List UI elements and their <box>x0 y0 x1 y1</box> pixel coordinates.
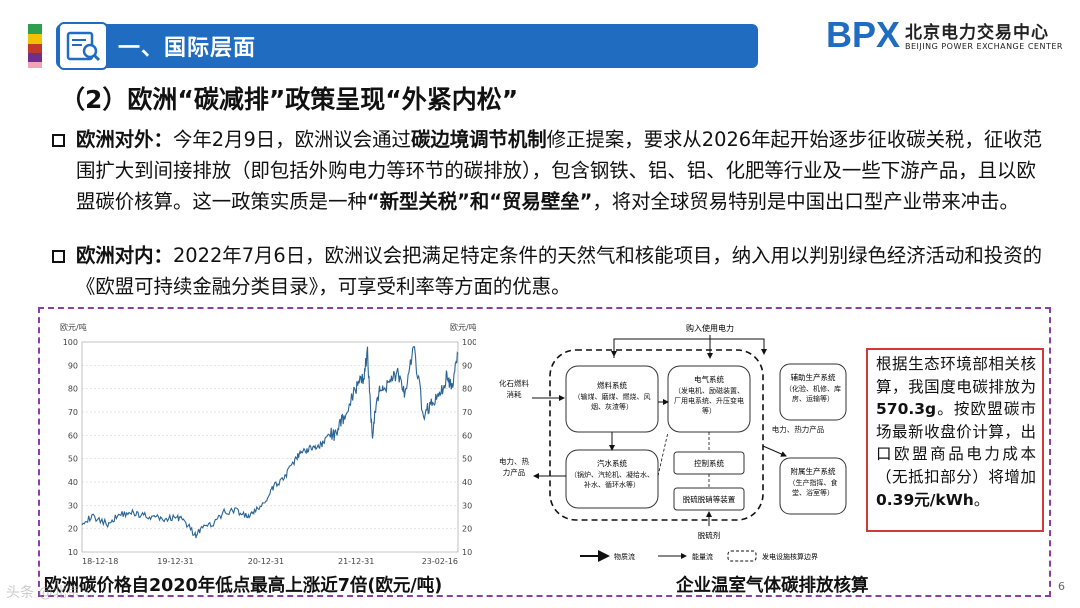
y-tick-label-right: 100 <box>462 338 476 347</box>
color-strip-4 <box>28 53 42 62</box>
legend-material-label: 物质流 <box>614 552 635 561</box>
document-search-icon <box>58 22 108 70</box>
fossil-fuel-label: 化石燃料消耗 <box>499 379 529 399</box>
emission-note-box: 根据生态环境部相关核算，我国度电碳排放为 570.3g。按欧盟碳市场最新收盘价计算… <box>866 348 1044 532</box>
emission-accounting-diagram: 购入使用电力 燃料系统 （输煤、磨煤、燃烧、风烟、灰渣等） 电气系统 （发电机、… <box>499 323 847 562</box>
bpx-logo: BPX <box>826 14 902 56</box>
fuel-system-title: 燃料系统 <box>597 380 627 390</box>
desulfurization-title: 脱硫脱硝等装置 <box>683 494 736 504</box>
electric-system-title: 电气系统 <box>694 374 724 384</box>
note-text-2: 。按欧盟碳市场最新收盘价计算，出口欧盟商品电力成本（无抵扣部分）将增加 <box>876 400 1036 486</box>
desulfurization-box <box>673 487 745 511</box>
electric-system-desc: （发电机、励磁装置、厂用电系统、升压变电等） <box>674 387 744 415</box>
left-unit-label: 欧元/吨 <box>60 322 87 332</box>
y-tick-label-right: 40 <box>462 478 472 487</box>
x-tick-label: 23-02-16 <box>422 557 458 566</box>
watermark: 头条 @北京... <box>6 585 94 601</box>
series-line <box>81 346 459 539</box>
x-tick-label: 18-12-18 <box>82 557 118 566</box>
x-tick-label: 20-12-31 <box>248 557 284 566</box>
control-system-title: 控制系统 <box>694 458 724 468</box>
note-bold-1: 570.3g <box>876 400 937 419</box>
chart-caption: 欧洲碳价格自2020年低点最高上涨近7倍(欧元/吨) <box>44 576 443 596</box>
auxiliary-system-title: 辅助生产系统 <box>791 372 836 382</box>
color-strip-5 <box>28 62 42 68</box>
logo-chinese-name: 北京电力交易中心 <box>905 23 1049 43</box>
logo-mark-text: BPX <box>826 16 900 52</box>
legend-energy-label: 能量流 <box>692 552 713 561</box>
logo-english-name: BEIJING POWER EXCHANGE CENTER <box>905 42 1063 51</box>
y-tick-label-right: 70 <box>462 408 472 417</box>
para1-bold-1: 碳边境调节机制 <box>410 128 547 151</box>
note-text-1: 根据生态环境部相关核算，我国度电碳排放为 <box>876 355 1036 396</box>
right-unit-label: 欧元/吨 <box>450 322 476 332</box>
y-tick-label-left: 30 <box>68 501 78 510</box>
affiliated-system-title: 附属生产系统 <box>791 466 836 476</box>
paragraph-internal-policy: 欧洲对内：2022年7月6日，欧洲议会把满足特定条件的天然气和核能项目，纳入用以… <box>76 240 1052 302</box>
y-tick-label-right: 90 <box>462 361 472 370</box>
y-tick-label-left: 60 <box>68 431 78 440</box>
y-tick-label-left: 10 <box>68 548 78 557</box>
para1-text-1: 今年2月9日，欧洲议会通过 <box>172 128 411 151</box>
y-tick-label-right: 80 <box>462 385 472 394</box>
y-tick-label-left: 100 <box>63 338 78 347</box>
steam-system-desc: （锅炉、汽轮机、凝给水、补水、循环水等） <box>570 471 654 489</box>
para2-label: 欧洲对内： <box>76 244 173 267</box>
para1-text-3: ，将对全球贸易特别是中国出口型产业带来冲击。 <box>592 190 1019 213</box>
y-tick-label-left: 80 <box>68 385 78 394</box>
desulfurizer-label: 脱硫剂 <box>698 530 721 540</box>
color-strip-2 <box>28 34 42 44</box>
para1-bold-2: “新型关税”和“贸易壁垒” <box>366 190 593 213</box>
y-tick-label-left: 20 <box>68 525 78 534</box>
y-tick-label-right: 60 <box>462 431 472 440</box>
page-subtitle: （2）欧洲“碳减排”政策呈现“外紧内松” <box>60 85 519 114</box>
color-strip-1 <box>28 24 42 34</box>
mid-output-label: 电力、热力产品 <box>771 425 825 434</box>
x-tick-label: 19-12-31 <box>157 557 193 566</box>
y-tick-label-right: 30 <box>462 501 472 510</box>
y-tick-label-right: 20 <box>462 525 472 534</box>
y-tick-label-left: 90 <box>68 361 78 370</box>
para1-label: 欧洲对外： <box>76 128 173 151</box>
color-strip-3 <box>28 44 42 53</box>
page-number: 6 <box>1058 580 1065 593</box>
accounting-boundary <box>549 349 764 521</box>
bullet-square-icon <box>52 134 65 147</box>
y-tick-label-right: 50 <box>462 455 472 464</box>
paragraph-external-policy: 欧洲对外：今年2月9日，欧洲议会通过碳边境调节机制修正提案，要求从2026年起开… <box>76 124 1052 217</box>
section-title: 一、国际层面 <box>118 36 257 61</box>
para2-text: 2022年7月6日，欧洲议会把满足特定条件的天然气和核能项目，纳入用以判别绿色经… <box>76 244 1042 298</box>
y-tick-label-left: 50 <box>68 455 78 464</box>
top-input-label: 购入使用电力 <box>686 323 734 333</box>
x-tick-label: 21-12-31 <box>338 557 374 566</box>
legend-boundary-label: 发电设施核算边界 <box>762 552 818 561</box>
diagram-caption: 企业温室气体碳排放核算 <box>676 576 869 596</box>
note-text-3: 。 <box>973 490 990 509</box>
section-header-bar <box>56 24 758 68</box>
carbon-price-chart: 10 10 20 20 30 30 40 40 50 50 60 60 70 70 80 80 90 90 100 1… <box>60 322 476 566</box>
affiliated-system-box <box>779 457 847 515</box>
note-bold-2: 0.39元/kWh <box>876 490 974 509</box>
figure-frame <box>38 307 1051 597</box>
bullet-square-icon <box>52 250 65 263</box>
affiliated-system-desc: （生产指挥、食堂、浴室等） <box>788 479 838 497</box>
left-output-label: 电力、热力产品 <box>499 457 529 477</box>
top-flow-line <box>613 338 765 358</box>
y-tick-label-left: 40 <box>68 478 78 487</box>
para1-text-2: 修正提案，要求从2026年起开始逐步征收碳关税，征收范围扩大到间接排放（即包括外… <box>76 128 1043 213</box>
y-tick-label-right: 10 <box>462 548 472 557</box>
steam-system-title: 汽水系统 <box>597 458 627 468</box>
auxiliary-system-desc: （化验、机修、库房、运输等） <box>785 385 841 403</box>
fuel-system-desc: （输煤、磨煤、燃烧、风烟、灰渣等） <box>573 393 651 411</box>
plot-area <box>81 341 459 553</box>
y-tick-label-left: 70 <box>68 408 78 417</box>
auxiliary-system-box <box>779 363 847 421</box>
legend-boundary-box <box>727 550 757 562</box>
